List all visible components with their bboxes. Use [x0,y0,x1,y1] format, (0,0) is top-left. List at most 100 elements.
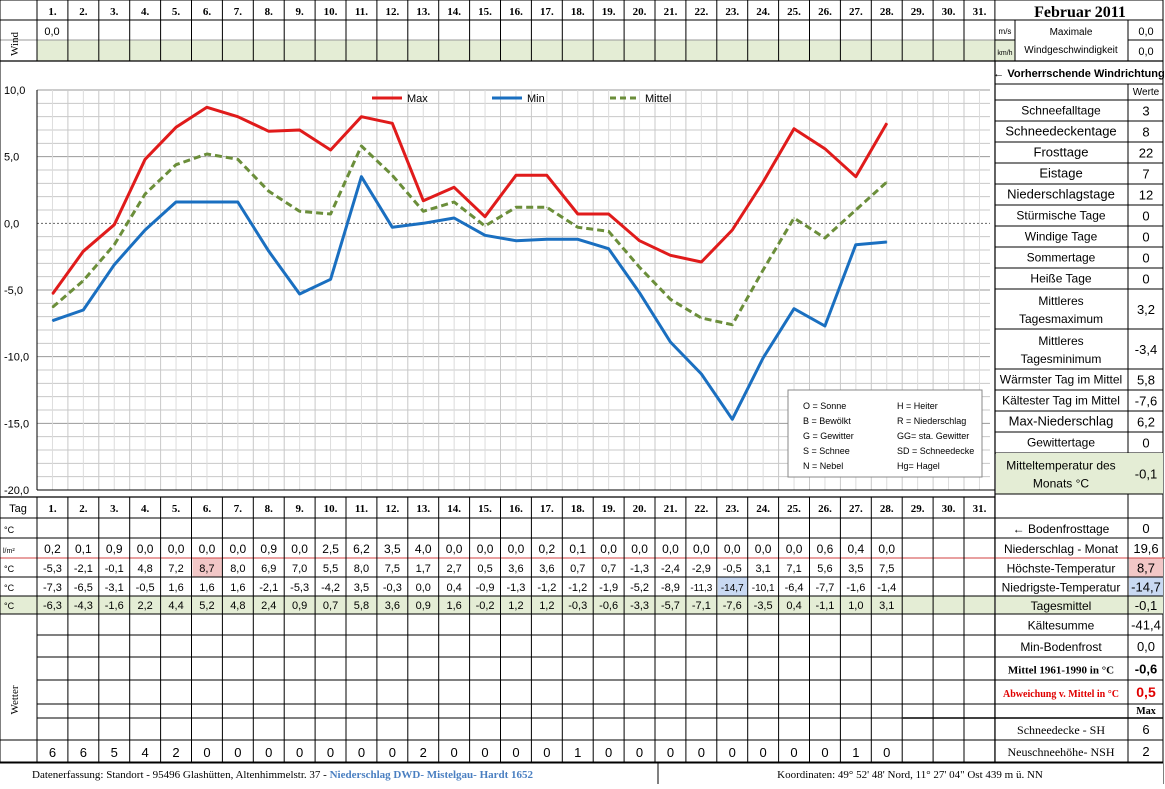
snow-depth-cell: 5 [111,745,118,760]
day-header: 22. [694,503,708,515]
tmean-cell: 2,4 [261,600,276,612]
data-point-max [484,216,486,218]
stat-label: Max-Niederschlag [1009,414,1114,429]
tmin-cell: -1,9 [599,582,618,594]
tmax-cell: 7,5 [879,563,894,575]
data-point-mittel [144,193,146,195]
snow-depth-cell: 4 [142,745,149,760]
tmax-cell: 5,6 [817,563,832,575]
data-point-mittel [360,145,363,147]
day-header: 29. [911,503,925,515]
precip-cell: 6,2 [353,542,370,556]
unit-ms: m/s [999,27,1012,36]
data-point-min [82,309,84,311]
tmax-cell: 8,7 [199,563,214,575]
day-header: 12. [385,6,399,18]
tmin-cell: -11,3 [690,583,712,594]
precip-cell: 0,0 [168,542,185,556]
day-header: 12. [385,503,399,515]
day-header: 4. [141,6,150,18]
day-header: 21. [664,503,678,515]
precip-cell: 0,0 [600,542,617,556]
max-temp-highlight [1129,558,1163,577]
weather-key-entry: R = Niederschlag [897,416,966,426]
precip-cell: 0,0 [878,542,895,556]
data-point-mittel [886,181,888,183]
summary-value: -14,7 [1131,580,1161,595]
precip-cell: 0,0 [477,542,494,556]
footer-precip-source[interactable]: Niederschlag DWD- Mistelgau- Hardt 1652 [330,769,534,781]
data-point-max [824,148,826,150]
data-point-min [237,201,239,203]
stat-label: Eistage [1039,166,1082,181]
tmax-cell: 3,6 [539,563,554,575]
snow-depth-cell: 0 [821,745,828,760]
data-point-min [175,201,177,203]
max-wind-label: Windgeschwindigkeit [1024,45,1118,56]
day-header: 15. [478,6,492,18]
legend-label: Max [407,93,428,105]
day-header: 28. [880,503,894,515]
day-header: 29. [911,6,925,18]
min-temp-highlight [717,577,748,596]
snow-depth-cell: 0 [667,745,674,760]
tmean-cell: -1,1 [815,600,834,612]
summary-label: Min-Bodenfrost [1020,640,1102,654]
snow-depth-cell: 0 [729,745,736,760]
wind-unit-band [995,40,1015,61]
stat-value: 0 [1142,272,1149,287]
day-header: 20. [633,503,647,515]
stat-value: -0,1 [1135,467,1157,482]
stat-label: Mittleres [1038,334,1083,348]
data-point-min [638,292,641,294]
day-header: 16. [509,503,523,515]
tmax-cell: 7,5 [385,563,400,575]
data-point-mittel [299,210,301,212]
day-header: 31. [973,503,987,515]
data-point-mittel [608,230,610,232]
stat-label: Mitteltemperatur des [1006,459,1115,473]
precip-cell: 0,0 [508,542,525,556]
wetter-label: Wetter [9,685,21,714]
snow-depth-cell: 0 [296,745,303,760]
stat-label: Monats °C [1033,477,1089,491]
stat-value: -3,4 [1135,342,1157,357]
day-header: 20. [633,6,647,18]
data-point-max [175,126,177,128]
snow-depth-cell: 0 [358,745,365,760]
data-point-mittel [484,225,486,227]
stat-value: 3 [1142,104,1149,119]
data-point-min [886,241,888,243]
snow-depth-cell: 0 [327,745,334,760]
day-header: 5. [172,503,181,515]
tmean-cell: 1,6 [447,600,462,612]
data-point-max [113,224,115,226]
day-header: 11. [355,503,368,515]
data-point-mittel [546,206,548,208]
day-header: 3. [110,6,119,18]
data-point-min [329,278,332,280]
precip-cell: 2,5 [322,542,339,556]
precip-cell: 0,6 [817,542,834,556]
data-point-mittel [453,201,455,203]
data-point-max [731,229,733,231]
tmin-cell: -4,2 [321,582,340,594]
tmean-cell: -3,3 [630,600,649,612]
precip-cell: 0,0 [786,542,803,556]
weather-key-entry: H = Heiter [897,401,938,411]
summary-label: Mittel 1961-1990 in °C [1008,665,1114,677]
day-header: 10. [324,6,338,18]
tmax-cell: 1,7 [416,563,431,575]
unit-label: °C [4,525,15,535]
tmin-cell: -1,6 [846,582,865,594]
day-header: 9. [296,6,305,18]
tmax-cell: 3,5 [848,563,863,575]
stat-value-band [1129,453,1163,494]
unit-label: l/m² [3,548,15,555]
data-point-mittel [391,174,393,176]
day-header: 24. [756,503,770,515]
tmean-cell: 0,4 [786,600,801,612]
month-title: Februar 2011 [1034,4,1126,21]
summary-value: -41,4 [1131,618,1161,633]
tmean-cell: -1,6 [105,600,124,612]
